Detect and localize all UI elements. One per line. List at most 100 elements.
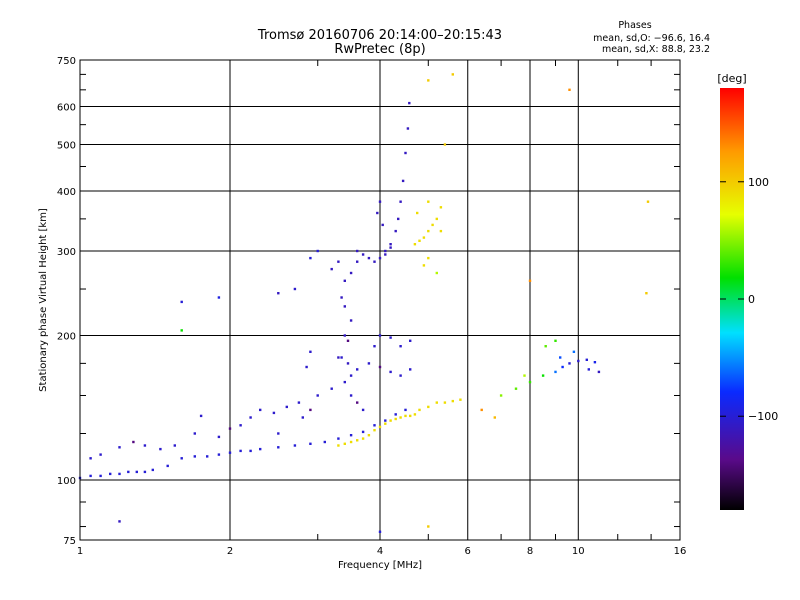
colorbar-tick-label: 100	[748, 176, 769, 189]
data-point	[409, 339, 412, 342]
colorbar-tick-label: 0	[748, 293, 755, 306]
x-tick-label: 6	[465, 546, 471, 557]
data-point	[367, 362, 371, 365]
data-point	[173, 444, 176, 447]
data-point	[568, 88, 571, 91]
data-point	[427, 525, 430, 528]
data-point	[277, 292, 280, 295]
axis-ticks: 1 2 4 6 8 10 16 75 100 200 300 400 500 600 750	[57, 56, 686, 557]
data-point	[349, 434, 353, 437]
x-tick-label: 4	[377, 546, 383, 557]
data-point	[443, 401, 447, 404]
data-point	[408, 101, 411, 105]
data-point	[427, 229, 430, 233]
data-point	[435, 271, 438, 275]
data-point	[439, 206, 443, 209]
data-point	[399, 374, 402, 377]
phases-heading: Phases	[618, 20, 652, 31]
data-point	[427, 256, 430, 260]
colorbar-unit-label: [deg]	[717, 72, 746, 85]
data-point	[217, 296, 221, 299]
data-point	[384, 253, 387, 256]
data-point	[378, 530, 382, 533]
data-point	[293, 444, 297, 447]
data-point	[435, 401, 438, 404]
data-point	[439, 229, 443, 233]
data-point	[143, 470, 147, 474]
data-point	[143, 444, 147, 447]
data-point	[585, 358, 588, 361]
data-point	[409, 414, 412, 418]
data-point	[309, 350, 312, 353]
data-point	[399, 200, 402, 203]
y-tick-label: 750	[57, 56, 76, 67]
data-point	[249, 416, 252, 419]
data-point	[340, 356, 343, 359]
x-tick-label: 2	[227, 546, 233, 557]
data-point	[367, 434, 371, 437]
data-point	[249, 449, 252, 453]
data-point	[346, 362, 350, 365]
data-point	[356, 439, 359, 442]
data-point	[309, 256, 312, 260]
data-point	[337, 356, 340, 359]
data-point	[373, 345, 376, 348]
data-point	[118, 472, 121, 476]
data-point	[376, 211, 379, 215]
data-point	[645, 292, 648, 295]
data-point	[259, 447, 262, 451]
data-point	[404, 414, 407, 418]
data-point	[499, 394, 503, 397]
data-point	[361, 430, 365, 434]
data-point	[285, 405, 288, 409]
data-point	[561, 365, 564, 369]
data-point	[367, 256, 371, 260]
data-point	[316, 249, 319, 253]
data-point	[397, 217, 400, 221]
data-point	[118, 446, 121, 449]
y-tick-label: 600	[57, 103, 76, 114]
data-point	[514, 387, 518, 390]
data-point	[309, 408, 312, 412]
colorbar-tick-label: −100	[748, 410, 778, 423]
data-point	[343, 279, 346, 282]
x-axis-label: Frequency [MHz]	[338, 560, 422, 571]
data-point	[239, 424, 242, 427]
data-point	[330, 267, 333, 271]
data-point	[135, 470, 138, 474]
data-point	[193, 432, 196, 435]
data-point	[373, 260, 376, 263]
data-point	[99, 474, 102, 478]
data-point	[384, 419, 387, 422]
data-point	[373, 429, 376, 432]
data-point	[593, 361, 597, 364]
data-point	[159, 447, 162, 451]
data-point	[180, 329, 183, 332]
data-point	[109, 472, 112, 476]
data-point	[394, 229, 397, 233]
data-point	[559, 356, 562, 359]
data-point	[228, 427, 232, 430]
data-point	[427, 79, 430, 82]
y-tick-label: 500	[57, 141, 76, 152]
data-point	[346, 339, 350, 342]
data-point	[316, 394, 319, 397]
x-tick-label: 8	[527, 546, 533, 557]
data-point	[381, 223, 384, 227]
data-point	[394, 417, 397, 421]
y-tick-label: 75	[63, 536, 76, 547]
data-point	[528, 279, 532, 282]
data-point	[180, 457, 183, 460]
data-point	[118, 520, 121, 523]
data-point	[401, 179, 405, 183]
data-point	[356, 260, 359, 263]
data-point	[206, 455, 209, 458]
data-point	[413, 243, 417, 246]
data-point	[277, 446, 280, 449]
x-tick-label: 16	[674, 546, 687, 557]
data-point	[523, 374, 526, 377]
grid-lines	[80, 60, 680, 540]
data-point	[404, 408, 407, 412]
data-point	[356, 368, 359, 371]
